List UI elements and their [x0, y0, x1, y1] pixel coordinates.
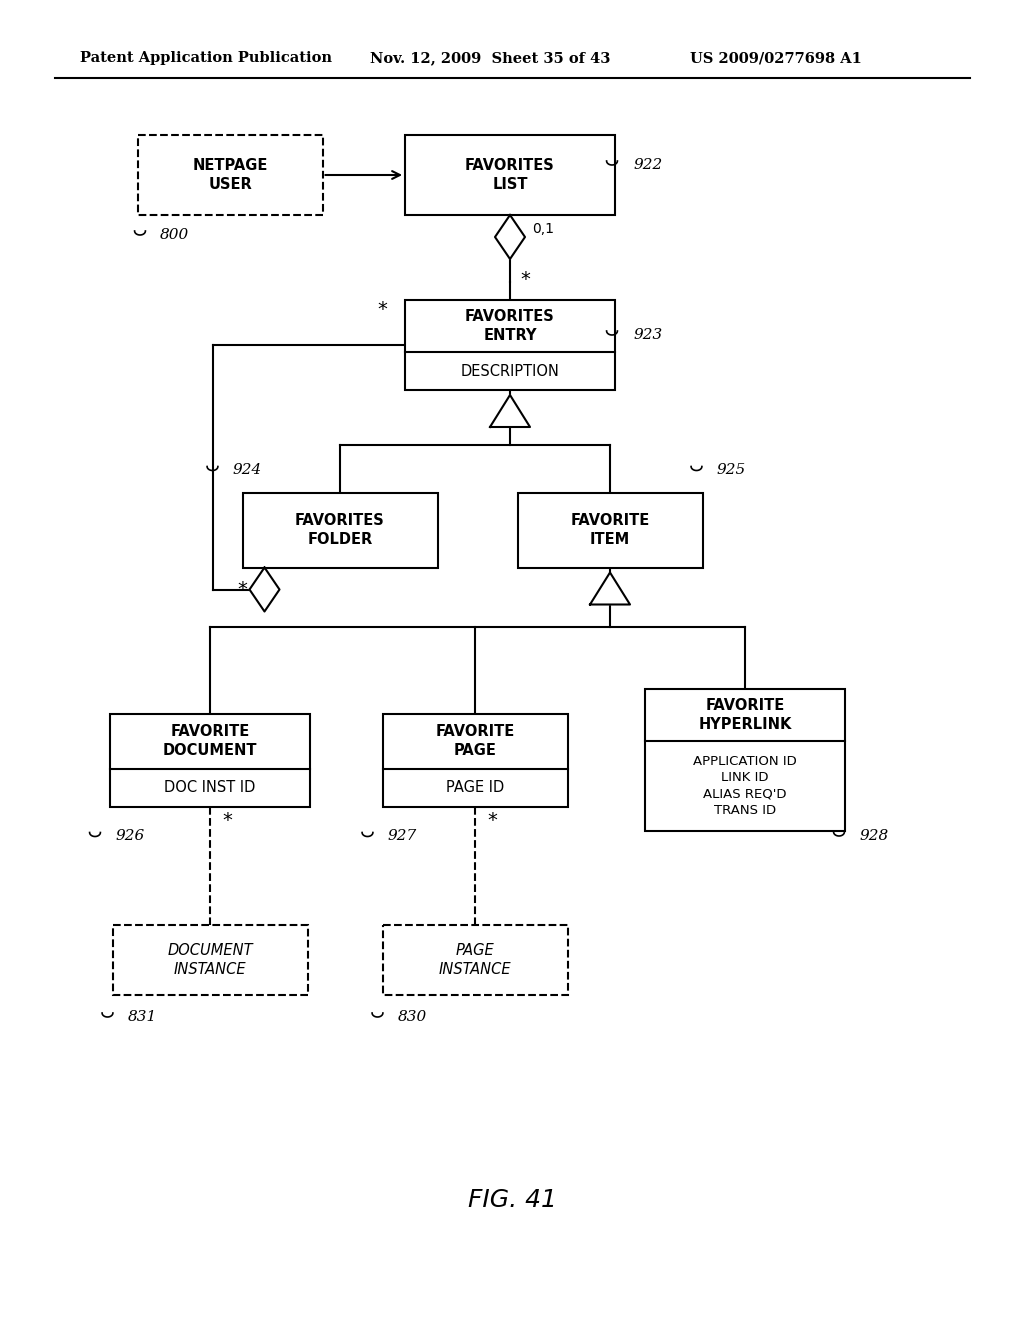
- Text: PAGE
INSTANCE: PAGE INSTANCE: [438, 942, 511, 977]
- Text: 830: 830: [397, 1010, 427, 1024]
- Text: 924: 924: [232, 463, 262, 478]
- Text: NETPAGE
USER: NETPAGE USER: [193, 158, 267, 193]
- Text: PAGE ID: PAGE ID: [445, 780, 504, 795]
- Text: DOC INST ID: DOC INST ID: [164, 780, 256, 795]
- Text: 928: 928: [859, 829, 888, 843]
- Text: *: *: [520, 271, 529, 289]
- Text: FAVORITE
PAGE: FAVORITE PAGE: [435, 723, 515, 758]
- Polygon shape: [490, 395, 530, 426]
- Text: 800: 800: [160, 228, 189, 242]
- Text: FAVORITES
LIST: FAVORITES LIST: [465, 158, 555, 193]
- Text: 831: 831: [128, 1010, 157, 1024]
- Bar: [383, 714, 567, 807]
- Text: 0,1: 0,1: [532, 222, 554, 236]
- Bar: [243, 492, 437, 568]
- Bar: [113, 925, 307, 995]
- Bar: [110, 714, 310, 807]
- Text: FAVORITE
HYPERLINK: FAVORITE HYPERLINK: [698, 698, 792, 733]
- Bar: [137, 135, 323, 215]
- Text: Patent Application Publication: Patent Application Publication: [80, 51, 332, 65]
- Text: DESCRIPTION: DESCRIPTION: [461, 363, 559, 379]
- Bar: [406, 135, 615, 215]
- Text: FIG. 41: FIG. 41: [468, 1188, 556, 1212]
- Polygon shape: [250, 568, 280, 611]
- Text: *: *: [222, 810, 231, 830]
- Text: 925: 925: [717, 463, 745, 478]
- Text: FAVORITES
FOLDER: FAVORITES FOLDER: [295, 513, 385, 546]
- Text: 922: 922: [633, 158, 663, 172]
- Text: 927: 927: [387, 829, 417, 843]
- Bar: [645, 689, 845, 832]
- Text: *: *: [377, 301, 387, 319]
- Text: DOCUMENT
INSTANCE: DOCUMENT INSTANCE: [167, 942, 253, 977]
- Text: APPLICATION ID
LINK ID
ALIAS REQ'D
TRANS ID: APPLICATION ID LINK ID ALIAS REQ'D TRANS…: [693, 755, 797, 817]
- Text: US 2009/0277698 A1: US 2009/0277698 A1: [690, 51, 862, 65]
- Text: *: *: [238, 579, 248, 599]
- Bar: [517, 492, 702, 568]
- Text: *: *: [487, 810, 497, 830]
- Text: FAVORITE
DOCUMENT: FAVORITE DOCUMENT: [163, 723, 257, 758]
- Text: 923: 923: [633, 327, 663, 342]
- Text: FAVORITES
ENTRY: FAVORITES ENTRY: [465, 309, 555, 343]
- Polygon shape: [590, 573, 630, 605]
- Text: Nov. 12, 2009  Sheet 35 of 43: Nov. 12, 2009 Sheet 35 of 43: [370, 51, 610, 65]
- Bar: [406, 300, 615, 389]
- Text: FAVORITE
ITEM: FAVORITE ITEM: [570, 513, 649, 546]
- Polygon shape: [495, 215, 525, 259]
- Bar: [383, 925, 567, 995]
- Text: 926: 926: [115, 829, 144, 843]
